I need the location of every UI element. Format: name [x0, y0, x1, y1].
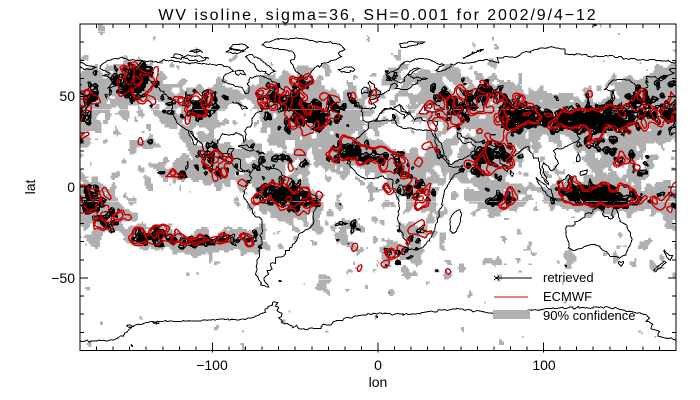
svg-text:WV isoline, sigma=36, SH=0.001: WV isoline, sigma=36, SH=0.001 for 2002/…	[158, 7, 597, 24]
svg-text:90% confidence: 90% confidence	[543, 308, 636, 323]
svg-text:lat: lat	[22, 180, 38, 195]
svg-text:lon: lon	[369, 374, 388, 390]
svg-text:retrieved: retrieved	[543, 270, 594, 285]
svg-text:−100: −100	[196, 357, 228, 373]
svg-text:100: 100	[532, 357, 556, 373]
svg-text:50: 50	[59, 88, 75, 104]
svg-text:0: 0	[374, 357, 382, 373]
svg-text:ECMWF: ECMWF	[543, 289, 592, 304]
svg-text:0: 0	[67, 179, 75, 195]
svg-text:−50: −50	[51, 270, 75, 286]
